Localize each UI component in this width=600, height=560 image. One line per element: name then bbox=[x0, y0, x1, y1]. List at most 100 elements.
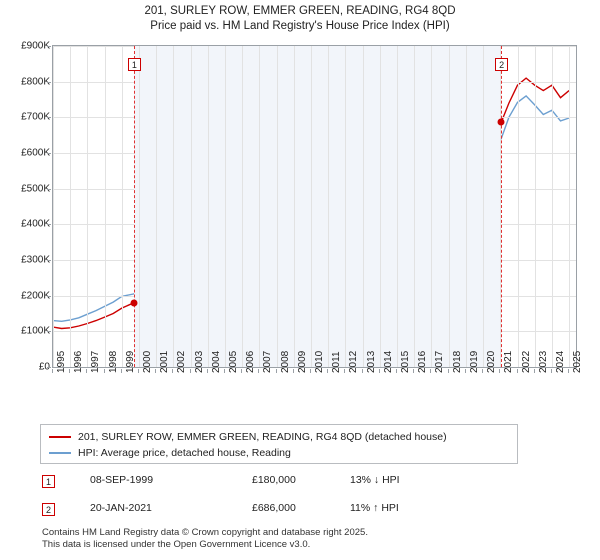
x-axis-tick-label: 2017 bbox=[434, 350, 446, 373]
x-axis-tick-label: 2021 bbox=[503, 350, 515, 373]
y-axis-tick-mark bbox=[47, 331, 51, 333]
x-axis-tick-mark bbox=[327, 369, 329, 373]
x-axis-tick-label: 2009 bbox=[296, 350, 308, 373]
x-axis-tick-label: 2018 bbox=[451, 350, 463, 373]
y-axis-tick-mark bbox=[47, 153, 51, 154]
x-axis-tick-mark bbox=[120, 369, 122, 373]
y-axis-tick-label: £200K bbox=[21, 290, 50, 302]
annotation-row-2: 2 20-JAN-2021 £686,000 11% ↑ HPI bbox=[40, 502, 518, 522]
grid-line-vertical bbox=[293, 46, 295, 367]
grid-line-vertical bbox=[551, 46, 553, 367]
y-axis-tick-label: £300K bbox=[21, 254, 50, 266]
y-axis-tick-label: £700K bbox=[21, 111, 50, 123]
marker-badge-2[interactable]: 2 bbox=[495, 58, 509, 71]
annotation-badge-1: 1 bbox=[42, 475, 55, 488]
y-axis-tick-label: £800K bbox=[21, 76, 50, 88]
x-axis-tick-label: 2002 bbox=[176, 350, 188, 373]
marker-point-1[interactable] bbox=[130, 299, 138, 307]
grid-line-vertical bbox=[448, 46, 450, 367]
x-axis-tick-mark bbox=[378, 369, 380, 373]
grid-line-vertical bbox=[190, 46, 192, 367]
x-axis-tick-mark bbox=[464, 369, 466, 373]
footer-attribution: Contains HM Land Registry data © Crown c… bbox=[42, 527, 582, 551]
x-axis-ticks: 1995 1996 1997 1998 1999 2000 2001 2002 2003 2004… bbox=[52, 351, 583, 429]
x-axis-tick-label: 1996 bbox=[73, 350, 85, 373]
marker-badge-1[interactable]: 1 bbox=[127, 58, 141, 71]
y-axis-tick-mark bbox=[47, 367, 51, 368]
x-axis-tick-mark bbox=[189, 369, 191, 373]
grid-line-vertical bbox=[500, 46, 502, 367]
grid-line-vertical bbox=[345, 46, 347, 367]
grid-line-vertical bbox=[569, 46, 571, 367]
legend-item-1: HPI: Average price, detached house, Read… bbox=[49, 445, 509, 461]
x-axis-tick-label: 2013 bbox=[365, 350, 377, 373]
x-axis-tick-mark bbox=[241, 369, 243, 373]
annotation-price-2: £686,000 bbox=[252, 502, 296, 514]
x-axis-tick-label: 2011 bbox=[331, 351, 343, 373]
y-axis-ticks: £0 £100K £200K £300K £400K £500K £600K £700K £80… bbox=[0, 41, 51, 373]
x-axis-tick-mark bbox=[258, 369, 260, 373]
y-axis-tick-label: £0 bbox=[38, 361, 50, 373]
x-axis-tick-label: 2025 bbox=[572, 350, 584, 373]
grid-line-vertical bbox=[87, 46, 89, 367]
y-axis-tick-label: £100K bbox=[21, 325, 50, 337]
x-axis-tick-mark bbox=[86, 369, 88, 373]
x-axis-tick-mark bbox=[568, 369, 570, 373]
grid-line-vertical bbox=[225, 46, 227, 367]
x-axis-tick-label: 2014 bbox=[382, 350, 394, 373]
x-axis-tick-mark bbox=[344, 369, 346, 373]
y-axis-tick-mark bbox=[47, 260, 51, 261]
marker-point-2[interactable] bbox=[497, 118, 505, 126]
y-axis-tick-label: £900K bbox=[21, 40, 50, 52]
highlight-band bbox=[133, 46, 502, 367]
legend-label-hpi: HPI: Average price, detached house, Read… bbox=[78, 447, 291, 459]
x-axis-tick-label: 2006 bbox=[245, 350, 257, 373]
grid-line-vertical bbox=[431, 46, 433, 367]
marker-vline-1 bbox=[133, 46, 135, 367]
grid-line-vertical bbox=[104, 46, 106, 367]
x-axis-tick-label: 1999 bbox=[124, 350, 136, 373]
x-axis-tick-mark bbox=[292, 369, 294, 373]
x-axis-tick-label: 2012 bbox=[348, 350, 360, 373]
x-axis-tick-mark bbox=[224, 369, 226, 373]
footer-line-2: This data is licensed under the Open Gov… bbox=[42, 539, 311, 550]
x-axis-tick-label: 2016 bbox=[417, 350, 429, 373]
grid-line-vertical bbox=[70, 46, 72, 367]
grid-line-vertical bbox=[414, 46, 416, 367]
grid-line-vertical bbox=[311, 46, 313, 367]
annotation-price-1: £180,000 bbox=[252, 474, 296, 486]
grid-line-vertical bbox=[121, 46, 123, 367]
x-axis-tick-mark bbox=[499, 369, 501, 373]
x-axis-tick-label: 2019 bbox=[468, 350, 480, 373]
x-axis-tick-mark bbox=[52, 369, 53, 373]
legend-swatch-hpi bbox=[49, 452, 71, 454]
x-axis-tick-label: 2024 bbox=[554, 350, 566, 373]
x-axis-tick-mark bbox=[69, 369, 71, 373]
chart-legend: 201, SURLEY ROW, EMMER GREEN, READING, R… bbox=[40, 424, 518, 464]
x-axis-tick-mark bbox=[396, 369, 398, 373]
grid-line-vertical bbox=[483, 46, 485, 367]
x-axis-tick-label: 2023 bbox=[537, 350, 549, 373]
x-axis-tick-label: 1998 bbox=[107, 350, 119, 373]
x-axis-tick-mark bbox=[275, 369, 277, 373]
grid-line-vertical bbox=[379, 46, 381, 367]
x-axis-tick-label: 1995 bbox=[56, 350, 67, 373]
grid-line-vertical bbox=[534, 46, 536, 367]
grid-line-vertical bbox=[53, 46, 54, 367]
x-axis-tick-mark bbox=[103, 369, 105, 373]
x-axis-tick-label: 2008 bbox=[279, 350, 291, 373]
footer-line-1: Contains HM Land Registry data © Crown c… bbox=[42, 527, 368, 538]
x-axis-tick-label: 2022 bbox=[520, 350, 532, 373]
x-axis-tick-mark bbox=[550, 369, 552, 373]
x-axis-tick-mark bbox=[447, 369, 449, 373]
grid-line-vertical bbox=[173, 46, 175, 367]
y-axis-tick-mark bbox=[47, 81, 51, 83]
grid-line-vertical bbox=[156, 46, 158, 367]
chart-title: 201, SURLEY ROW, EMMER GREEN, READING, R… bbox=[0, 4, 600, 34]
grid-line-vertical bbox=[517, 46, 519, 367]
annotation-date-2: 20-JAN-2021 bbox=[90, 502, 152, 514]
y-axis-tick-mark bbox=[47, 117, 51, 119]
legend-item-0: 201, SURLEY ROW, EMMER GREEN, READING, R… bbox=[49, 429, 509, 445]
x-axis-tick-label: 2015 bbox=[400, 350, 412, 373]
x-axis-tick-mark bbox=[430, 369, 432, 373]
